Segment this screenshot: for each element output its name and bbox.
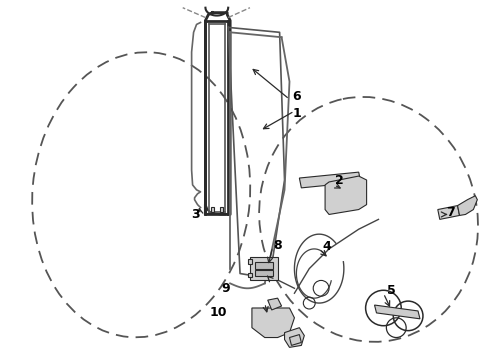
Text: 8: 8 <box>273 239 282 252</box>
Polygon shape <box>325 176 367 215</box>
Polygon shape <box>248 259 252 264</box>
Polygon shape <box>211 207 214 212</box>
Polygon shape <box>285 328 304 347</box>
Polygon shape <box>220 207 223 212</box>
Polygon shape <box>290 334 301 345</box>
Text: 10: 10 <box>210 306 227 319</box>
Text: 2: 2 <box>335 174 343 186</box>
Polygon shape <box>299 172 361 188</box>
Polygon shape <box>250 257 278 280</box>
Polygon shape <box>255 270 272 275</box>
Polygon shape <box>248 273 252 278</box>
Polygon shape <box>252 308 294 338</box>
Polygon shape <box>374 305 420 319</box>
Polygon shape <box>458 196 477 215</box>
Polygon shape <box>438 206 460 219</box>
Text: 9: 9 <box>221 282 229 295</box>
Text: 7: 7 <box>446 206 455 219</box>
Text: 5: 5 <box>387 284 396 297</box>
Polygon shape <box>255 262 272 269</box>
Text: 1: 1 <box>293 107 302 120</box>
Polygon shape <box>268 298 282 310</box>
Text: 4: 4 <box>323 240 331 253</box>
Text: 3: 3 <box>191 208 200 221</box>
Text: 6: 6 <box>292 90 301 103</box>
